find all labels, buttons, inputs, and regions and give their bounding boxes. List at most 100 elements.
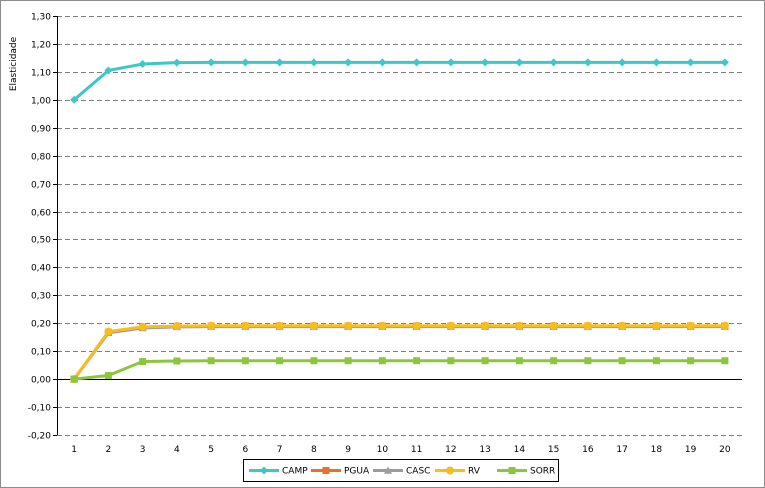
data-point-sorr [310, 357, 318, 365]
x-tick-label: 7 [277, 445, 283, 455]
data-point-camp [104, 66, 113, 75]
legend-label-casc: CASC [406, 467, 430, 477]
data-point-camp [515, 58, 524, 67]
data-point-camp [207, 58, 216, 67]
data-point-rv [720, 321, 729, 330]
y-tick-label: 0,70 [31, 181, 51, 191]
y-tick-label: 1,00 [31, 97, 51, 107]
legend-item-casc: CASC [373, 466, 430, 477]
x-tick-label: 2 [106, 445, 112, 455]
data-point-rv [344, 321, 353, 330]
data-point-rv [686, 321, 695, 330]
x-tick-label: 12 [445, 445, 456, 455]
data-point-camp [70, 95, 79, 104]
x-tick-label: 1 [71, 445, 77, 455]
x-tick-label: 17 [616, 445, 627, 455]
data-point-sorr [413, 357, 421, 365]
data-point-sorr [687, 357, 695, 365]
series-line-rv [72, 324, 725, 380]
y-tick-label: 1,10 [31, 69, 51, 79]
data-point-sorr [378, 357, 386, 365]
data-point-rv [241, 321, 250, 330]
series-line-pgua [72, 324, 725, 380]
series-camp [70, 58, 729, 104]
data-point-sorr [481, 357, 489, 365]
x-tick-label: 8 [311, 445, 317, 455]
y-tick-label: 0,00 [31, 376, 51, 386]
legend-label-sorr: SORR [530, 467, 555, 477]
legend-marker-casc [384, 466, 392, 474]
x-tick-label: 15 [548, 445, 559, 455]
data-point-sorr [70, 375, 78, 383]
legend-marker-sorr [508, 467, 516, 474]
data-point-rv [104, 327, 113, 336]
series-group [70, 58, 729, 384]
data-point-rv [481, 321, 490, 330]
x-tick-label: 3 [140, 445, 146, 455]
y-axis-label: Elasticidade [9, 36, 19, 91]
series-sorr [70, 357, 729, 383]
legend-label-rv: RV [468, 467, 481, 477]
data-point-sorr [173, 357, 181, 365]
data-point-camp [652, 58, 661, 67]
data-point-camp [583, 58, 592, 67]
data-point-camp [720, 58, 729, 67]
legend: CAMP PGUA CASC RV SORR [243, 459, 559, 482]
data-point-rv [309, 321, 318, 330]
y-tick-label: 0,40 [31, 264, 51, 274]
data-point-rv [446, 321, 455, 330]
data-point-camp [481, 58, 490, 67]
legend-marker-rv [446, 466, 454, 475]
legend-item-camp: CAMP [249, 466, 308, 477]
x-tick-label: 14 [514, 445, 526, 455]
legend-marker-pgua [322, 467, 330, 474]
series-casc [70, 322, 729, 383]
x-tick-label: 6 [243, 445, 249, 455]
data-point-camp [241, 58, 250, 67]
data-point-sorr [721, 357, 729, 365]
data-point-sorr [652, 357, 660, 365]
data-point-sorr [241, 357, 249, 365]
data-point-rv [583, 321, 592, 330]
legend-label-pgua: PGUA [344, 467, 370, 477]
legend-item-rv: RV [435, 466, 481, 477]
x-tick-label: 18 [651, 445, 663, 455]
data-point-camp [549, 58, 558, 67]
data-point-rv [618, 321, 627, 330]
x-tick-label: 20 [719, 445, 731, 455]
data-point-sorr [447, 357, 455, 365]
data-point-camp [446, 58, 455, 67]
data-point-camp [309, 58, 318, 67]
data-point-camp [686, 58, 695, 67]
data-point-rv [412, 321, 421, 330]
data-point-camp [618, 58, 627, 67]
series-pgua [70, 322, 729, 383]
y-tick-label: 0,20 [31, 320, 51, 330]
data-point-rv [172, 322, 181, 331]
y-tick-label: 0,60 [31, 209, 51, 219]
x-tick-label: 16 [582, 445, 594, 455]
data-point-sorr [104, 372, 112, 380]
data-point-rv [515, 321, 524, 330]
x-tick-label: 10 [377, 445, 389, 455]
y-tick-label: 0,90 [31, 125, 51, 135]
y-tick-label: 0,80 [31, 153, 51, 163]
series-rv [70, 321, 729, 384]
x-tick-label: 11 [411, 445, 422, 455]
data-point-camp [275, 58, 284, 67]
axes [53, 16, 742, 436]
y-tick-label: 0,50 [31, 236, 51, 246]
y-tick-label: 0,30 [31, 292, 51, 302]
y-axis-tick-labels: -0,20 -0,10 0,00 0,10 0,20 0,30 0,40 0,50 0,60 0,… [28, 13, 52, 442]
y-tick-label: -0,10 [28, 404, 52, 414]
y-tick-label: 1,20 [31, 41, 51, 51]
data-point-sorr [207, 357, 215, 365]
legend-label-camp: CAMP [282, 467, 308, 477]
y-tick-label: 1,30 [31, 13, 51, 23]
y-tick-label: -0,20 [28, 432, 52, 442]
gridlines [57, 16, 742, 436]
data-point-rv [378, 321, 387, 330]
data-point-rv [275, 321, 284, 330]
series-line-camp [73, 60, 725, 101]
